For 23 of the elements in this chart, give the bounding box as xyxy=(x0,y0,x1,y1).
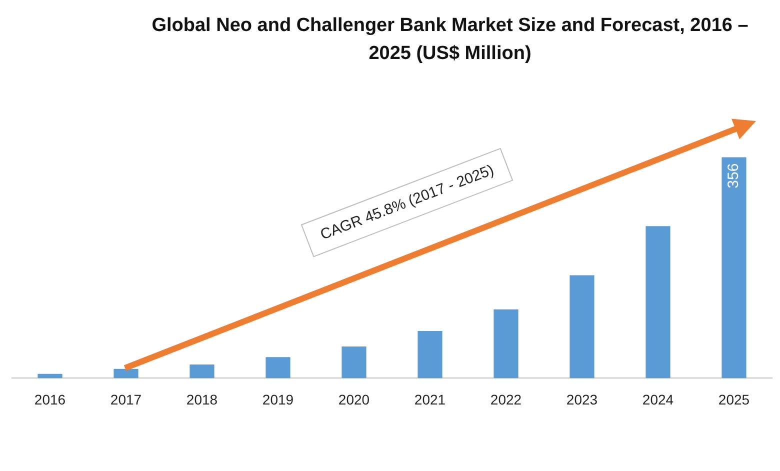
bar xyxy=(722,157,746,378)
x-tick-label: 2022 xyxy=(490,391,522,408)
x-tick-label: 2024 xyxy=(642,391,674,408)
x-tick-label: 2019 xyxy=(262,391,294,408)
x-tick-label: 2025 xyxy=(718,391,750,408)
bar xyxy=(114,368,138,378)
bar xyxy=(190,364,214,378)
bar xyxy=(494,309,518,378)
x-tick-label: 2017 xyxy=(110,391,142,408)
bar xyxy=(646,226,670,378)
bar xyxy=(418,331,442,378)
bar xyxy=(570,275,594,378)
x-tick-label: 2016 xyxy=(34,391,66,408)
x-tick-label: 2023 xyxy=(566,391,598,408)
x-tick-label: 2018 xyxy=(186,391,218,408)
bar xyxy=(342,346,366,378)
bar xyxy=(266,357,290,378)
data-label: 356 xyxy=(725,163,742,188)
x-tick-label: 2020 xyxy=(338,391,370,408)
bar xyxy=(38,374,62,378)
annotation: CAGR 45.8% (2017 - 2025) xyxy=(300,148,514,258)
x-tick-label: 2021 xyxy=(414,391,446,408)
chart-title: Global Neo and Challenger Bank Market Size and Forecast, 2016 – 2025 (US$ Million) xyxy=(150,14,750,66)
